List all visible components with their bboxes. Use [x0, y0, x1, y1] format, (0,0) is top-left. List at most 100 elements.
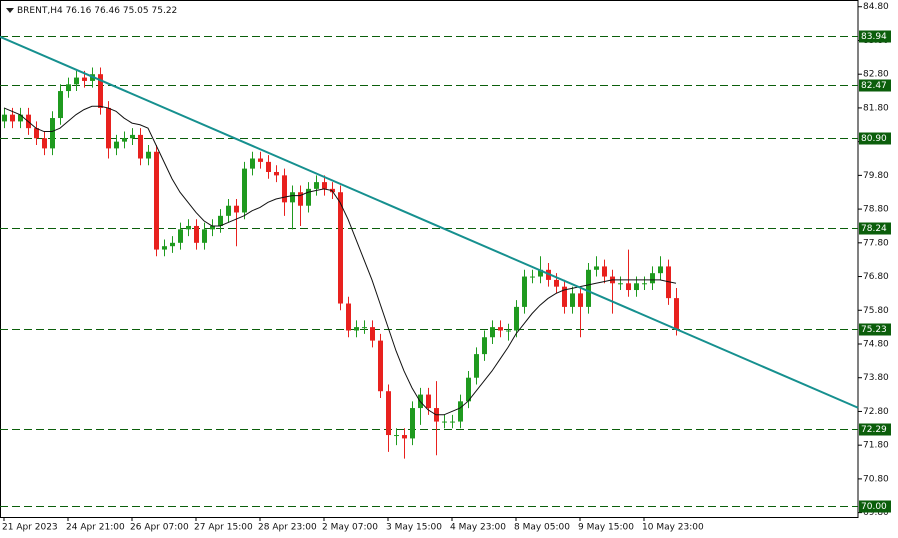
y-tick-label: 77.80: [863, 238, 889, 248]
candle-body: [442, 421, 447, 423]
candle-body: [658, 266, 663, 274]
candle-body: [562, 286, 567, 307]
candle-body: [466, 377, 471, 402]
candle-body: [298, 192, 303, 206]
candle-body: [314, 182, 319, 189]
x-tick-label: 10 May 23:00: [642, 523, 704, 533]
symbol: BRENT,H4: [17, 6, 63, 16]
candle-body: [194, 225, 199, 243]
candle-body: [538, 269, 543, 277]
candle-body: [370, 327, 375, 341]
candle-body: [154, 151, 159, 250]
candle-body: [522, 276, 527, 307]
y-tick-label: 79.80: [863, 171, 889, 181]
candle-body: [354, 327, 359, 331]
candle-body: [570, 293, 575, 307]
level-label-box: [859, 323, 891, 336]
candle-body: [634, 283, 639, 291]
level-label-box: [859, 222, 891, 235]
candle-body: [42, 138, 47, 149]
candle-body: [34, 128, 39, 139]
close-value: 75.22: [152, 6, 178, 16]
level-label-box: [859, 500, 891, 513]
candle-body: [178, 229, 183, 243]
level-label: 80.90: [861, 134, 887, 144]
x-tick-label: 26 Apr 07:00: [130, 523, 189, 533]
candle-body: [650, 273, 655, 284]
candle-body: [626, 283, 631, 291]
candle-body: [82, 77, 87, 81]
y-tick-label: 84.80: [863, 2, 889, 12]
chart-header: BRENT,H4 76.16 76.46 75.05 75.22: [17, 6, 177, 16]
candle-body: [402, 435, 407, 439]
candle-body: [130, 134, 135, 139]
level-label-box: [859, 30, 891, 43]
candle-body: [362, 327, 367, 329]
candle-body: [514, 306, 519, 331]
candle-body: [218, 215, 223, 226]
candle-body: [138, 134, 143, 159]
candle-body: [530, 276, 535, 278]
candle-body: [506, 330, 511, 332]
y-tick-label: 70.80: [863, 474, 889, 484]
trendline: [0, 35, 859, 409]
candle-body: [226, 205, 231, 216]
y-tick-label: 72.80: [863, 407, 889, 417]
x-tick-label: 27 Apr 15:00: [194, 523, 253, 533]
plot-frame: [0, 0, 859, 518]
y-tick-label: 75.80: [863, 306, 889, 316]
low-value: 75.05: [123, 6, 149, 16]
symbol-icon: [6, 8, 14, 13]
candle-body: [66, 84, 71, 92]
x-tick-label: 28 Apr 23:00: [258, 523, 317, 533]
moving-average: [3, 105, 677, 416]
x-tick-label: 24 Apr 21:00: [66, 523, 125, 533]
level-label-box: [859, 423, 891, 436]
candle-body: [274, 171, 279, 176]
candle-body: [586, 269, 591, 307]
candle-body: [58, 91, 63, 119]
y-tick-label: 71.80: [863, 441, 889, 451]
candle-body: [498, 327, 503, 331]
x-tick-label: 9 May 15:00: [578, 523, 634, 533]
x-tick-label: 4 May 23:00: [450, 523, 506, 533]
level-label: 83.94: [861, 32, 887, 42]
y-tick-label: 69.80: [863, 508, 889, 518]
candle-body: [98, 74, 103, 108]
y-tick-label: 81.80: [863, 103, 889, 113]
candle-body: [306, 188, 311, 206]
candle-body: [290, 192, 295, 203]
candle-body: [50, 118, 55, 149]
candle-body: [674, 298, 679, 330]
candle-body: [2, 114, 7, 122]
level-label-box: [859, 132, 891, 145]
candle-body: [410, 408, 415, 439]
candle-body: [386, 391, 391, 436]
level-label: 82.47: [861, 81, 887, 91]
candle-body: [618, 283, 623, 285]
y-tick-label: 74.80: [863, 339, 889, 349]
candle-body: [114, 141, 119, 149]
candle-body: [474, 354, 479, 378]
candle-body: [146, 151, 151, 159]
level-label: 72.29: [861, 425, 887, 435]
x-tick-label: 21 Apr 2023: [2, 523, 58, 533]
candle-body: [578, 293, 583, 307]
x-tick-label: 8 May 05:00: [514, 523, 570, 533]
level-label: 78.24: [861, 224, 887, 234]
candle-body: [282, 175, 287, 203]
high-value: 76.46: [94, 6, 120, 16]
candle-body: [186, 225, 191, 230]
candle-body: [394, 435, 399, 437]
candle-body: [234, 205, 239, 213]
candle-body: [106, 107, 111, 149]
candle-body: [426, 394, 431, 409]
y-tick-label: 78.80: [863, 205, 889, 215]
candle-body: [122, 138, 127, 142]
candle-body: [602, 266, 607, 277]
candle-body: [210, 225, 215, 230]
candle-body: [666, 266, 671, 299]
candle-body: [242, 168, 247, 213]
